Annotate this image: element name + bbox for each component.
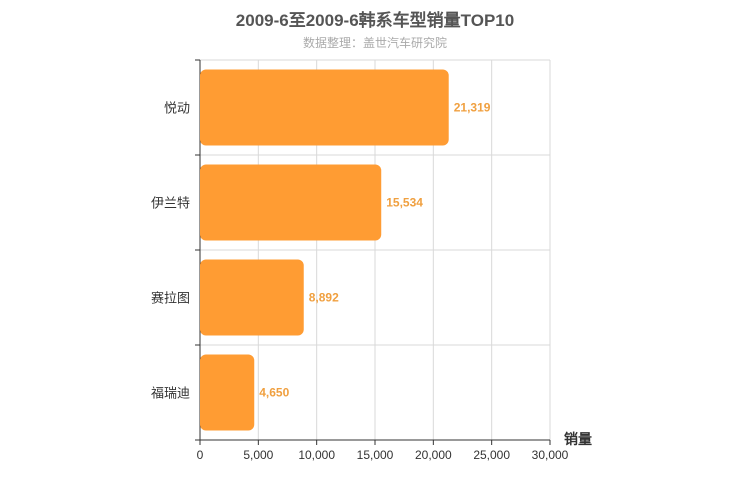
data-label: 21,319 bbox=[454, 101, 491, 115]
data-label: 8,892 bbox=[309, 291, 339, 305]
bar bbox=[200, 354, 255, 431]
category-label: 伊兰特 bbox=[151, 196, 190, 211]
bar bbox=[200, 69, 449, 146]
x-tick-label: 10,000 bbox=[298, 448, 335, 462]
x-tick-label: 20,000 bbox=[415, 448, 452, 462]
chart-subtitle: 数据整理：盖世汽车研究院 bbox=[302, 36, 447, 50]
data-label: 4,650 bbox=[259, 386, 289, 400]
x-tick-label: 0 bbox=[197, 448, 204, 462]
bar bbox=[200, 259, 304, 336]
x-tick-label: 5,000 bbox=[243, 448, 273, 462]
x-tick-label: 25,000 bbox=[473, 448, 510, 462]
x-tick-label: 15,000 bbox=[357, 448, 394, 462]
chart-title: 2009-6至2009-6韩系车型销量TOP10 bbox=[235, 11, 515, 30]
category-label: 赛拉图 bbox=[151, 291, 190, 306]
data-label: 15,534 bbox=[386, 196, 423, 210]
category-label: 悦动 bbox=[164, 101, 190, 116]
bar bbox=[200, 164, 382, 241]
x-tick-label: 30,000 bbox=[532, 448, 569, 462]
x-axis-title: 销量 bbox=[564, 431, 592, 447]
category-label: 福瑞迪 bbox=[151, 386, 190, 401]
